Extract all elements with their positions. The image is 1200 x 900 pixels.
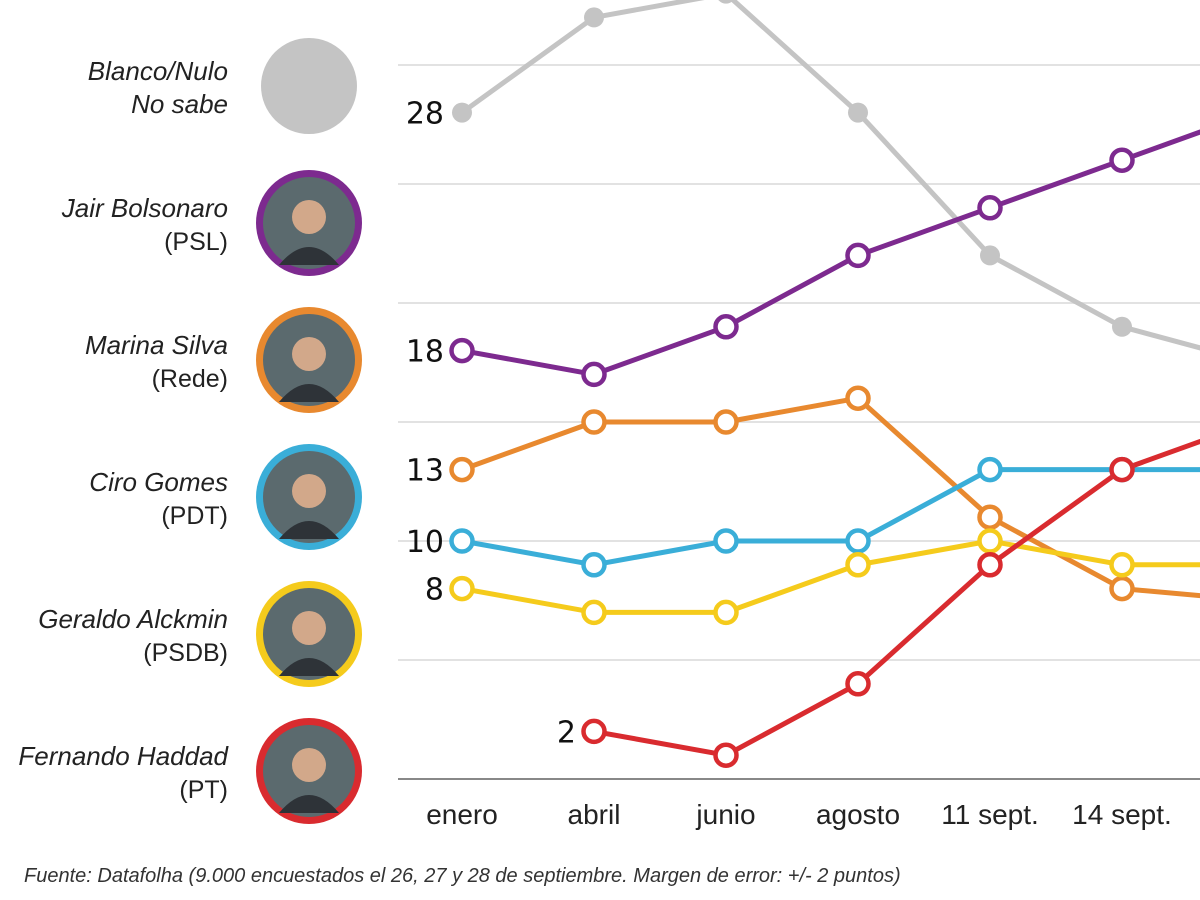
- data-point: [581, 599, 607, 626]
- candidate-photo-avatar: [256, 718, 362, 824]
- series-line-fernando-haddad: [593, 438, 1200, 758]
- x-axis: enero abril junio agosto 11 sept. 14 sept.: [398, 778, 1200, 830]
- candidate-photo-avatar: [256, 307, 362, 413]
- data-point: [584, 7, 604, 28]
- data-point: [845, 528, 871, 554]
- legend-name: Jair Bolsonaro: [61, 193, 228, 223]
- data-point: [845, 242, 871, 269]
- candidate-photo-avatar: [256, 170, 362, 276]
- data-point: [845, 552, 871, 578]
- x-tick-label: abril: [568, 799, 621, 830]
- data-point: [980, 245, 1000, 266]
- candidate-photo-avatar: [256, 444, 362, 550]
- legend-subtitle: (PSL): [164, 228, 228, 256]
- data-point: [449, 456, 475, 483]
- data-points-layer: [449, 0, 1135, 768]
- data-point: [449, 528, 475, 554]
- legend-item-jair-bolsonaro: Jair Bolsonaro (PSL): [61, 170, 362, 276]
- data-point: [713, 409, 739, 435]
- data-label: 13: [406, 454, 444, 489]
- data-point: [452, 102, 472, 123]
- legend-subtitle: (Rede): [152, 365, 228, 393]
- legend-name: Ciro Gomes: [89, 467, 228, 497]
- legend-name: Marina Silva: [85, 330, 228, 360]
- x-tick-label: enero: [426, 799, 498, 830]
- data-label: 8: [425, 573, 444, 608]
- data-point: [1109, 147, 1135, 173]
- data-point: [1109, 456, 1135, 483]
- candidate-photo-avatar: [256, 581, 362, 687]
- data-labels-layer: 28 18 13 10 8 2: [406, 97, 576, 751]
- x-tick-label: junio: [695, 799, 755, 830]
- legend-subtitle: No sabe: [131, 89, 228, 119]
- data-point: [1112, 316, 1132, 337]
- data-point: [1109, 552, 1135, 578]
- series-lines-layer: [460, 0, 1200, 758]
- x-tick-label: 14 sept.: [1072, 799, 1172, 830]
- data-point: [718, 0, 734, 4]
- legend-subtitle: (PSDB): [143, 639, 228, 667]
- legend-swatch: [261, 38, 357, 134]
- data-point: [581, 552, 607, 578]
- data-label: 2: [557, 715, 576, 750]
- data-point: [977, 504, 1003, 530]
- data-label: 18: [406, 335, 444, 370]
- data-point: [449, 575, 475, 602]
- data-label: 28: [406, 97, 444, 132]
- legend-item-marina-silva: Marina Silva (Rede): [85, 307, 362, 413]
- legend-subtitle: (PDT): [161, 502, 228, 530]
- data-point: [713, 742, 739, 768]
- data-point: [449, 337, 475, 364]
- data-point: [581, 409, 607, 435]
- data-point: [845, 671, 871, 697]
- legend-name: Geraldo Alckmin: [38, 604, 228, 634]
- data-point: [713, 599, 739, 626]
- series-line-ciro-gomes: [461, 467, 1200, 568]
- series-line-jair-bolsonaro: [461, 129, 1200, 377]
- x-tick-label: agosto: [816, 799, 900, 830]
- data-point: [581, 718, 607, 745]
- legend-item-ciro-gomes: Ciro Gomes (PDT): [89, 444, 362, 550]
- series-line-marina-silva: [461, 395, 1200, 599]
- data-point: [713, 314, 739, 340]
- data-point: [1109, 575, 1135, 602]
- legend-subtitle: (PT): [179, 776, 228, 804]
- source-note: Fuente: Datafolha (9.000 encuestados el …: [24, 865, 901, 887]
- data-point: [848, 102, 868, 123]
- legend-item-fernando-haddad: Fernando Haddad (PT): [18, 718, 362, 824]
- data-point: [581, 361, 607, 388]
- data-point: [713, 528, 739, 554]
- data-point: [977, 552, 1003, 578]
- series-line-geraldo-alckmin: [461, 538, 1200, 615]
- data-point: [845, 385, 871, 411]
- x-tick-label: 11 sept.: [941, 799, 1039, 830]
- legend-name: Fernando Haddad: [18, 741, 229, 771]
- data-point: [977, 195, 1003, 221]
- legend-item-geraldo-alckmin: Geraldo Alckmin (PSDB): [38, 581, 362, 687]
- legend-name: Blanco/Nulo: [88, 56, 228, 86]
- data-point: [977, 456, 1003, 483]
- data-label: 10: [406, 525, 444, 560]
- series-line-blanco-nulo: [460, 0, 1200, 351]
- data-point: [977, 528, 1003, 554]
